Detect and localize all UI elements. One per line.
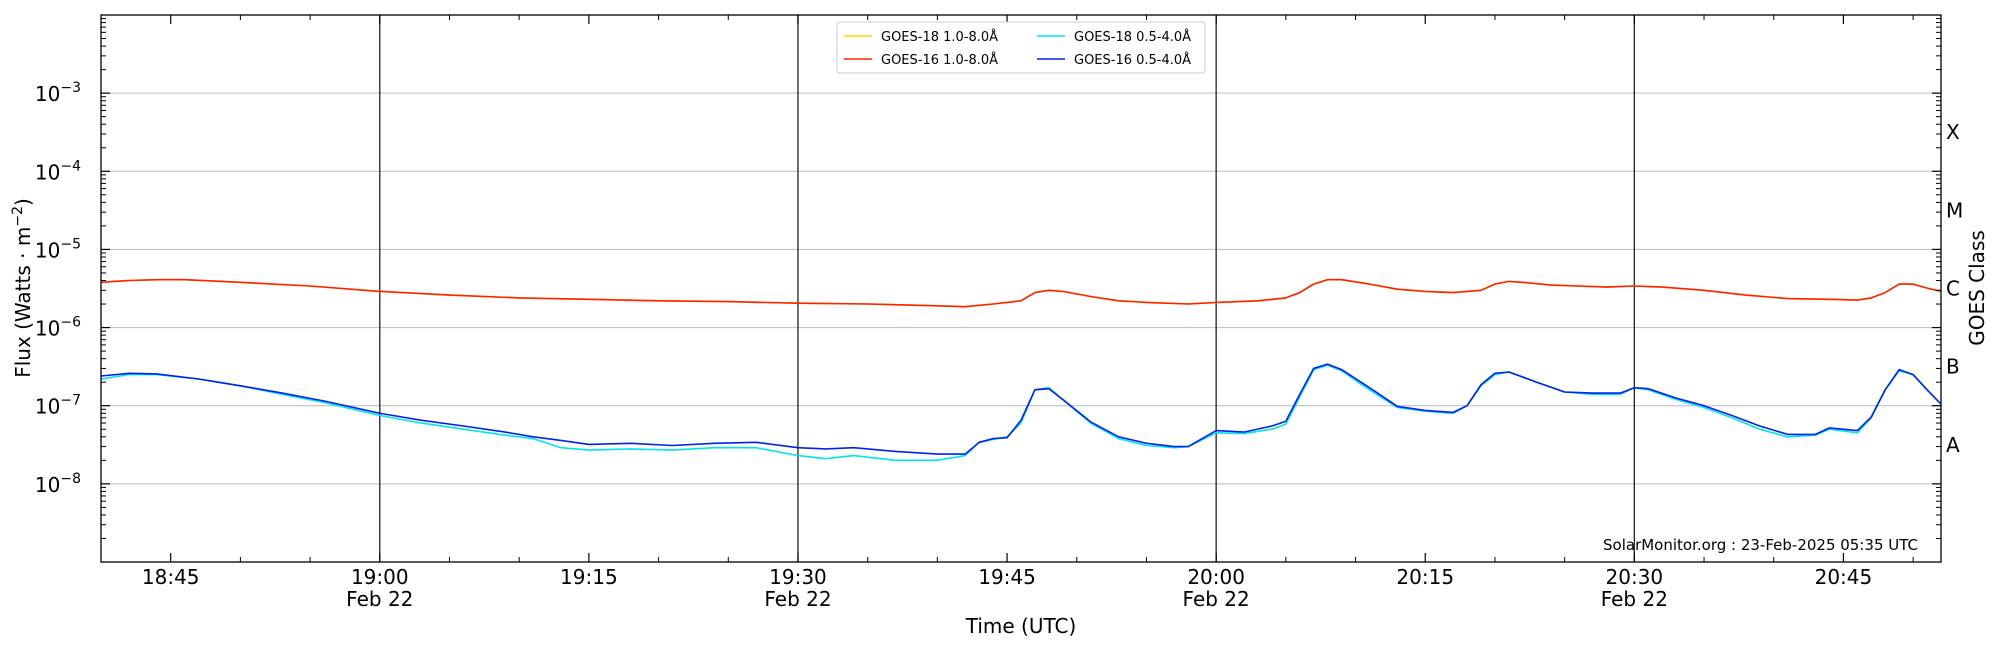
legend-label-3: GOES-16 0.5-4.0Å bbox=[1074, 52, 1191, 68]
source-annotation: SolarMonitor.org : 23-Feb-2025 05:35 UTC bbox=[1603, 536, 1918, 554]
plot-frame bbox=[100, 14, 1942, 563]
axis-ticks bbox=[100, 15, 1941, 562]
x-tick-label-7: 20:30 bbox=[1606, 565, 1664, 589]
y-tick-labels: 10−8 10−7 10−6 10−5 10−4 10−3 bbox=[35, 80, 81, 497]
series-lines bbox=[101, 278, 1941, 462]
x-axis-title: Time (UTC) bbox=[965, 614, 1077, 638]
y-tick-label-1: 10−7 bbox=[35, 393, 81, 419]
goes-class-x: X bbox=[1946, 120, 1960, 144]
goes-class-b: B bbox=[1946, 355, 1960, 379]
x-tick-label-1: 19:00 bbox=[351, 565, 409, 589]
legend-label-1: GOES-16 1.0-8.0Å bbox=[881, 52, 998, 68]
series-line-3 bbox=[101, 363, 1941, 455]
series-line-1 bbox=[101, 278, 1941, 308]
legend-box bbox=[836, 21, 1206, 74]
goes-class-m: M bbox=[1946, 198, 1963, 222]
x-tick-label-5: 20:00 bbox=[1187, 565, 1245, 589]
x-tick-date-7: Feb 22 bbox=[1601, 587, 1668, 611]
goes-class-labels: A B C M X bbox=[1946, 120, 1963, 457]
x-tick-label-3: 19:30 bbox=[769, 565, 827, 589]
x-tick-date-3: Feb 22 bbox=[764, 587, 831, 611]
x-tick-date-5: Feb 22 bbox=[1183, 587, 1250, 611]
goes-class-axis-title: GOES Class bbox=[1965, 230, 1989, 346]
x-tick-label-2: 19:15 bbox=[560, 565, 618, 589]
y-tick-label-4: 10−4 bbox=[35, 158, 81, 184]
x-tick-label-6: 20:15 bbox=[1396, 565, 1454, 589]
y-tick-label-0: 10−8 bbox=[35, 471, 81, 497]
y-tick-label-3: 10−5 bbox=[35, 236, 81, 262]
legend-label-2: GOES-18 0.5-4.0Å bbox=[1074, 29, 1191, 45]
x-tick-label-8: 20:45 bbox=[1815, 565, 1873, 589]
vertical-markers bbox=[379, 15, 1635, 562]
y-tick-label-2: 10−6 bbox=[35, 315, 81, 341]
goes-class-c: C bbox=[1946, 277, 1960, 301]
y-tick-label-5: 10−3 bbox=[35, 80, 81, 106]
goes-class-a: A bbox=[1946, 433, 1960, 457]
x-tick-label-4: 19:45 bbox=[978, 565, 1036, 589]
x-tick-date-1: Feb 22 bbox=[346, 587, 413, 611]
y-axis-title: Flux (Watts · m−2) bbox=[10, 198, 35, 378]
legend: GOES-18 1.0-8.0Å GOES-16 1.0-8.0Å GOES-18 … bbox=[836, 21, 1206, 74]
x-tick-label-0: 18:45 bbox=[142, 565, 200, 589]
series-line-2 bbox=[101, 364, 1941, 462]
legend-label-0: GOES-18 1.0-8.0Å bbox=[881, 29, 998, 45]
